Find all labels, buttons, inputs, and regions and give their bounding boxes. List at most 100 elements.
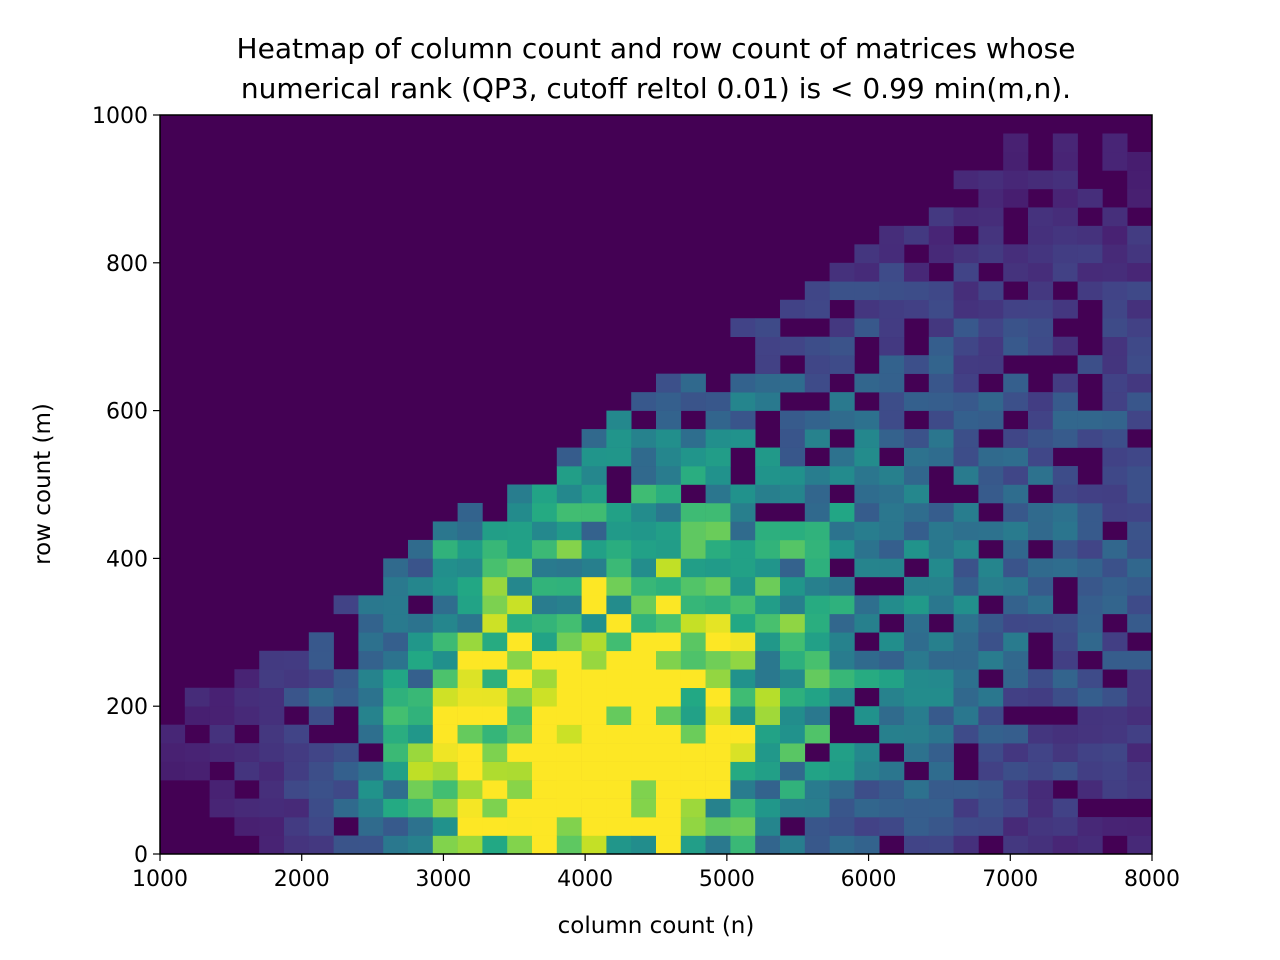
heatmap-cell bbox=[532, 724, 558, 744]
heatmap-cell bbox=[854, 318, 880, 338]
heatmap-cell bbox=[854, 780, 880, 799]
heatmap-cell bbox=[507, 669, 533, 689]
heatmap-cell bbox=[457, 613, 483, 633]
heatmap-cell bbox=[1028, 521, 1054, 541]
heatmap-cell bbox=[1102, 558, 1128, 578]
heatmap-cell bbox=[656, 576, 682, 596]
heatmap-cell bbox=[556, 632, 582, 652]
heatmap-cell bbox=[780, 613, 806, 633]
heatmap-cell bbox=[358, 632, 384, 652]
heatmap-cell bbox=[854, 447, 880, 467]
heatmap-cell bbox=[730, 650, 756, 670]
heatmap-cell bbox=[606, 576, 632, 596]
heatmap-cell bbox=[606, 502, 632, 522]
heatmap-cell bbox=[1003, 318, 1029, 338]
heatmap-cell bbox=[953, 355, 979, 374]
heatmap-cell bbox=[383, 687, 409, 707]
heatmap-cell bbox=[780, 539, 806, 559]
heatmap-cell bbox=[1102, 281, 1128, 301]
heatmap-cell bbox=[953, 170, 979, 190]
heatmap-cell bbox=[482, 558, 508, 578]
y-axis-ticks: 0 200 400 600 800 1000 bbox=[92, 104, 160, 868]
heatmap-cell bbox=[953, 447, 979, 467]
heatmap-cell bbox=[804, 724, 830, 744]
heatmap-cell bbox=[854, 299, 880, 319]
heatmap-cell bbox=[680, 373, 706, 393]
heatmap-cell bbox=[1028, 299, 1054, 319]
heatmap-cell bbox=[953, 207, 979, 227]
heatmap-cell bbox=[1127, 281, 1153, 301]
heatmap-cell bbox=[904, 466, 930, 485]
heatmap-cell bbox=[1028, 262, 1054, 282]
heatmap-cell bbox=[383, 743, 409, 762]
heatmap-cell bbox=[928, 373, 954, 393]
heatmap-cell bbox=[953, 576, 979, 596]
heatmap-cell bbox=[581, 613, 607, 633]
heatmap-cell bbox=[581, 817, 607, 836]
heatmap-cell bbox=[829, 281, 855, 301]
heatmap-cell bbox=[631, 687, 657, 707]
heatmap-cell bbox=[1003, 521, 1029, 541]
heatmap-cell bbox=[829, 669, 855, 689]
heatmap-cell bbox=[904, 447, 930, 467]
heatmap-cell bbox=[581, 595, 607, 615]
heatmap-cell bbox=[631, 835, 657, 855]
heatmap-cell bbox=[755, 466, 781, 485]
heatmap-cell bbox=[804, 687, 830, 707]
heatmap-cell bbox=[284, 724, 310, 744]
heatmap-cell bbox=[904, 780, 930, 799]
heatmap-cell bbox=[928, 355, 954, 374]
x-tick-label: 3000 bbox=[415, 867, 471, 892]
heatmap-cell bbox=[780, 780, 806, 799]
heatmap-cell bbox=[978, 355, 1004, 374]
heatmap-cell bbox=[1052, 429, 1078, 448]
heatmap-cell bbox=[953, 244, 979, 264]
heatmap-cell bbox=[631, 595, 657, 615]
heatmap-cell bbox=[854, 262, 880, 282]
heatmap-cell bbox=[532, 687, 558, 707]
heatmap-cell bbox=[928, 447, 954, 467]
heatmap-cell bbox=[879, 225, 905, 245]
heatmap-cell bbox=[581, 761, 607, 781]
heatmap-cell bbox=[556, 743, 582, 762]
heatmap-cell bbox=[556, 613, 582, 633]
heatmap-cell bbox=[656, 761, 682, 781]
heatmap-cell bbox=[209, 724, 235, 744]
heatmap-cell bbox=[631, 447, 657, 467]
heatmap-cell bbox=[1077, 502, 1103, 522]
heatmap-cell bbox=[829, 632, 855, 652]
heatmap-cell bbox=[1077, 613, 1103, 633]
heatmap-cell bbox=[978, 207, 1004, 227]
heatmap-cell bbox=[308, 835, 334, 855]
heatmap-cell bbox=[928, 835, 954, 855]
heatmap-cell bbox=[1052, 613, 1078, 633]
heatmap-cell bbox=[482, 595, 508, 615]
heatmap-cell bbox=[1077, 410, 1103, 430]
heatmap-cell bbox=[259, 724, 285, 744]
heatmap-cell bbox=[383, 817, 409, 836]
heatmap-cell bbox=[507, 687, 533, 707]
heatmap-cell bbox=[804, 669, 830, 689]
heatmap-cell bbox=[1077, 262, 1103, 282]
heatmap-cell bbox=[804, 502, 830, 522]
heatmap-cell bbox=[1127, 225, 1153, 245]
heatmap-cell bbox=[730, 558, 756, 578]
heatmap-cell bbox=[1077, 429, 1103, 448]
heatmap-cell bbox=[1052, 170, 1078, 190]
heatmap-cell bbox=[1003, 576, 1029, 596]
heatmap-cell bbox=[879, 244, 905, 264]
heatmap-cell bbox=[532, 669, 558, 689]
heatmap-cell bbox=[1127, 410, 1153, 430]
heatmap-cell bbox=[780, 743, 806, 762]
heatmap-cell bbox=[160, 761, 186, 781]
heatmap-cell bbox=[606, 724, 632, 744]
heatmap-cell bbox=[1003, 595, 1029, 615]
heatmap-cell bbox=[532, 539, 558, 559]
heatmap-cell bbox=[705, 539, 731, 559]
heatmap-cell bbox=[904, 595, 930, 615]
heatmap-cell bbox=[358, 798, 384, 818]
heatmap-cell bbox=[978, 780, 1004, 799]
heatmap-cell bbox=[581, 724, 607, 744]
heatmap-cell bbox=[284, 798, 310, 818]
heatmap-cell bbox=[1077, 632, 1103, 652]
